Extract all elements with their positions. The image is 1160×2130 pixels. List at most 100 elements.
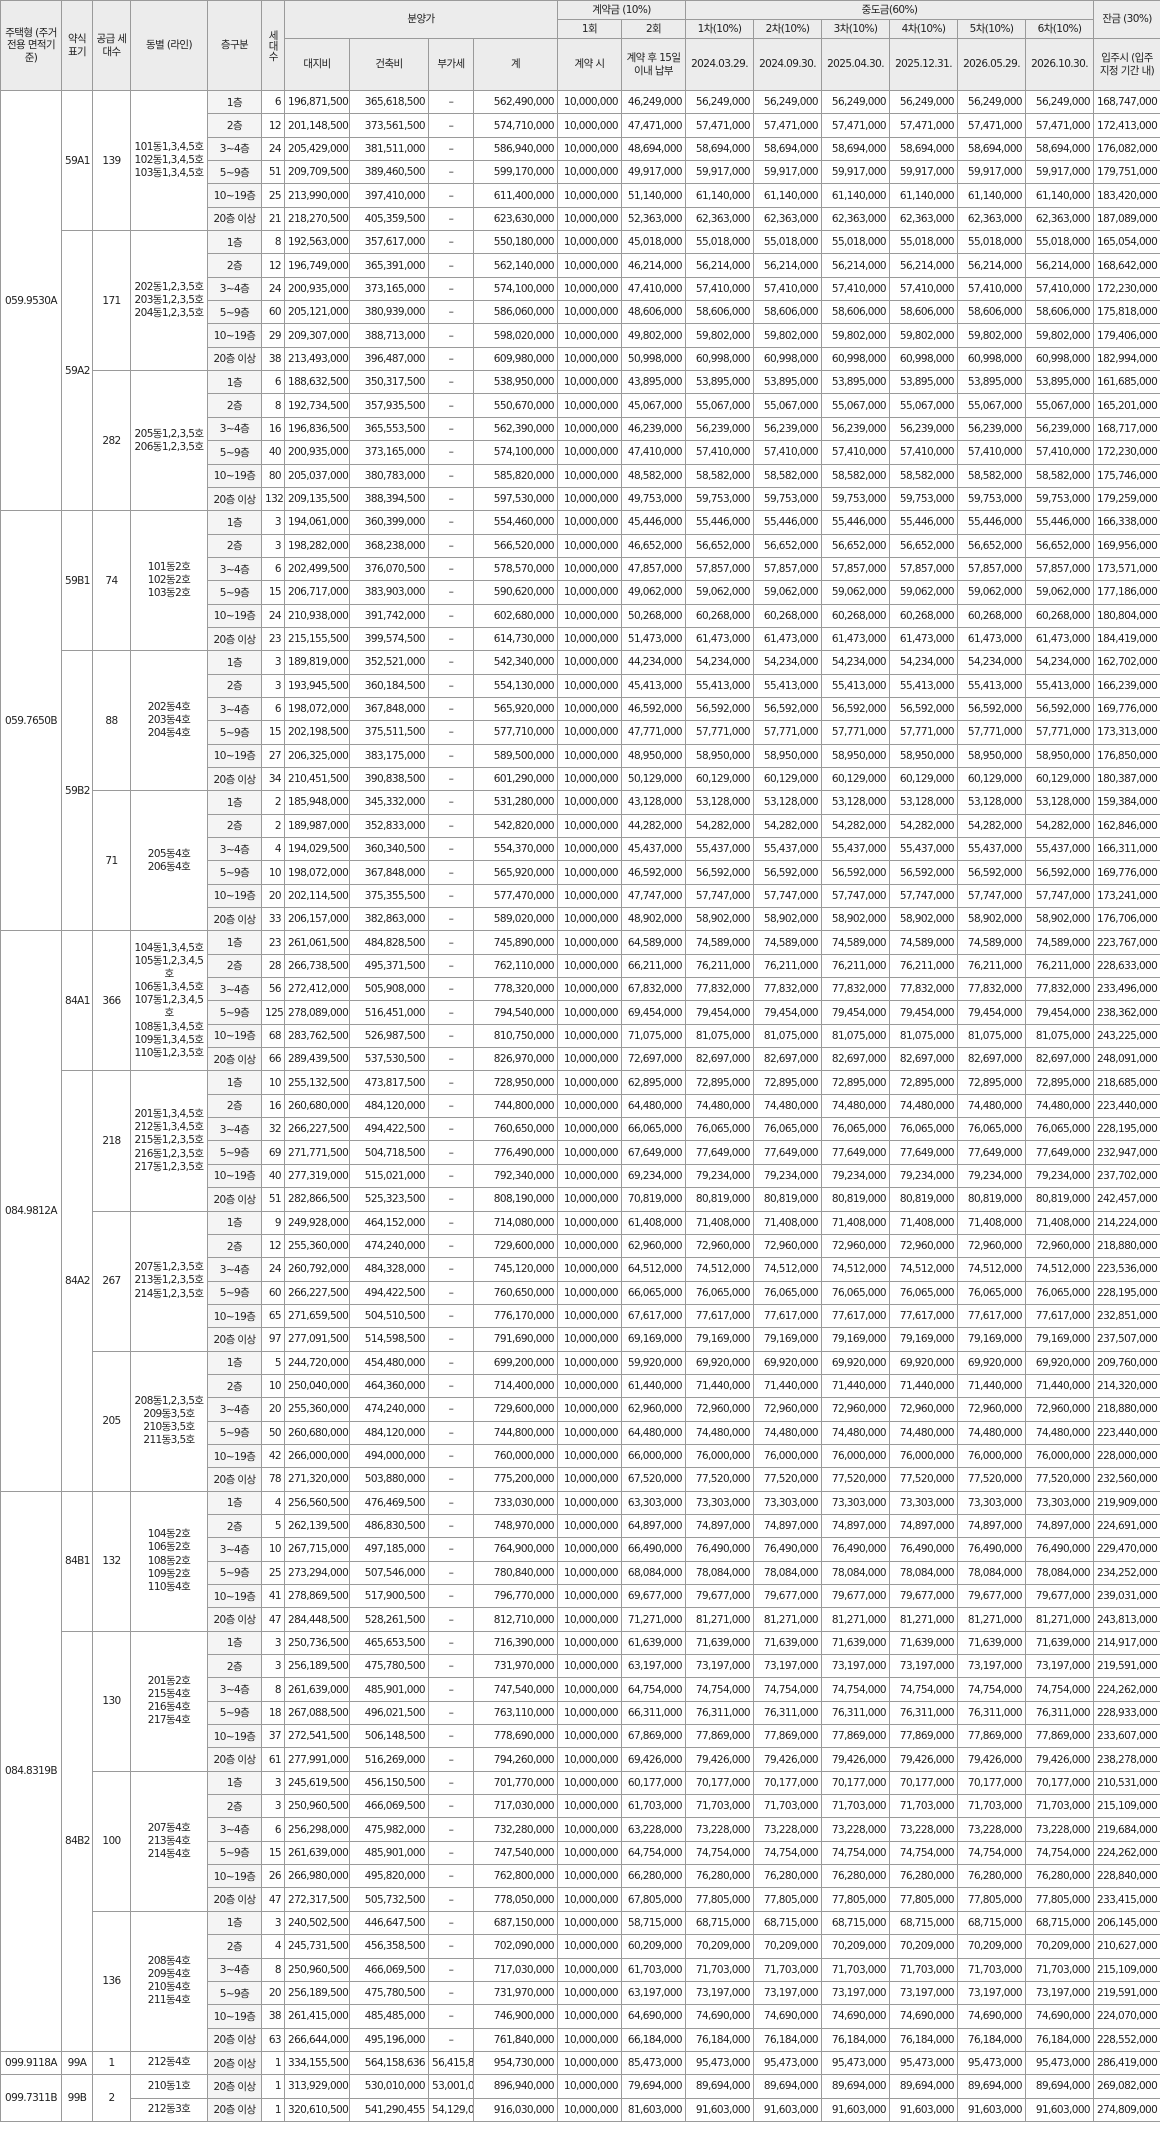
unit-count: 8	[261, 230, 285, 255]
deposit-1: 10,000,000	[557, 136, 622, 162]
supply-units: 74	[92, 510, 131, 652]
deposit-2: 48,606,000	[620, 300, 687, 325]
middle-2: 77,832,000	[753, 977, 823, 1002]
middle-6: 58,582,000	[1025, 463, 1095, 488]
land-price: 209,135,500	[284, 486, 350, 512]
balance: 182,994,000	[1093, 346, 1160, 372]
middle-5: 71,703,000	[957, 1957, 1027, 1982]
middle-4: 72,960,000	[889, 1233, 959, 1259]
land-price: 185,948,000	[284, 790, 350, 815]
land-price: 205,429,000	[284, 136, 350, 162]
dong-lines: 212동4호	[130, 2050, 208, 2076]
middle-6: 95,473,000	[1025, 2050, 1095, 2076]
building-price: 505,732,500	[349, 1887, 429, 1912]
middle-2: 91,603,000	[753, 2097, 823, 2122]
total-price: 554,460,000	[473, 510, 558, 535]
middle-3: 71,703,000	[821, 1957, 891, 1982]
middle-1: 58,694,000	[685, 136, 755, 162]
middle-6: 53,895,000	[1025, 370, 1095, 395]
floor: 20층 이상	[207, 2027, 262, 2052]
middle-2: 72,960,000	[753, 1397, 823, 1422]
floor: 3~4층	[207, 416, 262, 442]
middle-6: 73,197,000	[1025, 1654, 1095, 1679]
land-price: 289,439,500	[284, 1047, 350, 1072]
balance: 166,338,000	[1093, 510, 1160, 535]
building-price: 475,780,500	[349, 1980, 429, 2006]
land-price: 198,072,000	[284, 860, 350, 885]
building-price: 345,332,000	[349, 790, 429, 815]
middle-3: 55,413,000	[821, 673, 891, 698]
middle-1: 79,677,000	[685, 1583, 755, 1609]
unit-count: 9	[261, 1210, 285, 1235]
middle-4: 77,617,000	[889, 1303, 959, 1329]
middle-2: 76,065,000	[753, 1117, 823, 1142]
building-price: 464,360,000	[349, 1373, 429, 1399]
middle-6: 58,606,000	[1025, 300, 1095, 325]
land-price: 209,709,500	[284, 160, 350, 185]
deposit-1: 10,000,000	[557, 1583, 622, 1609]
unit-count: 1	[261, 2050, 285, 2076]
table-row: 2층 12 201,148,500 373,561,500–574,710,000 10…	[1, 113, 1160, 138]
middle-2: 70,209,000	[753, 1934, 823, 1959]
middle-4: 77,649,000	[889, 1140, 959, 1165]
floor: 20층 이상	[207, 2074, 262, 2099]
middle-2: 76,490,000	[753, 1537, 823, 1562]
balance: 269,082,000	[1093, 2074, 1160, 2099]
balance: 162,846,000	[1093, 813, 1160, 839]
middle-5: 77,617,000	[957, 1303, 1027, 1329]
middle-3: 74,480,000	[821, 1420, 891, 1445]
total-price: 796,770,000	[473, 1583, 558, 1609]
floor: 2층	[207, 1934, 262, 1959]
middle-3: 59,802,000	[821, 323, 891, 348]
table-row: 10~19층 24 210,938,000 391,742,000–602,680,0…	[1, 603, 1160, 628]
balance: 218,880,000	[1093, 1397, 1160, 1422]
building-price: 495,371,500	[349, 953, 429, 979]
land-price: 250,736,500	[284, 1630, 350, 1656]
unit-count: 3	[261, 1794, 285, 1819]
deposit-1: 10,000,000	[557, 1654, 622, 1679]
floor: 2층	[207, 393, 262, 418]
header-cell: 층구분	[207, 0, 262, 91]
land-price: 278,089,000	[284, 1000, 350, 1025]
vat: –	[428, 556, 474, 582]
balance: 215,109,000	[1093, 1794, 1160, 1819]
unit-count: 26	[261, 1864, 285, 1889]
balance: 169,956,000	[1093, 533, 1160, 558]
floor: 10~19층	[207, 1443, 262, 1469]
middle-1: 77,617,000	[685, 1303, 755, 1329]
land-price: 266,738,500	[284, 953, 350, 979]
header-cell: 2025.04.30.	[821, 38, 891, 91]
middle-5: 55,067,000	[957, 393, 1027, 418]
middle-2: 56,652,000	[753, 533, 823, 558]
vat: –	[428, 393, 474, 418]
unit-count: 24	[261, 276, 285, 302]
middle-6: 76,211,000	[1025, 953, 1095, 979]
middle-2: 53,895,000	[753, 370, 823, 395]
middle-3: 79,234,000	[821, 1163, 891, 1189]
middle-6: 58,950,000	[1025, 743, 1095, 768]
unit-count: 25	[261, 183, 285, 208]
deposit-1: 10,000,000	[557, 463, 622, 488]
floor: 10~19층	[207, 323, 262, 348]
land-price: 277,091,500	[284, 1327, 350, 1352]
middle-2: 59,062,000	[753, 580, 823, 605]
dong-lines: 101동1,3,4,5호 102동1,3,4,5호 103동1,3,4,5호	[130, 89, 208, 232]
middle-3: 73,303,000	[821, 1490, 891, 1515]
unit-count: 56	[261, 977, 285, 1002]
balance: 228,633,000	[1093, 953, 1160, 979]
deposit-2: 49,753,000	[620, 486, 687, 512]
middle-3: 56,592,000	[821, 860, 891, 885]
middle-2: 72,960,000	[753, 1233, 823, 1259]
deposit-2: 49,802,000	[620, 323, 687, 348]
table-row: 84A2 218 201동1,3,4,5호 212동1,3,4,5호 215동1,2,3…	[1, 1070, 1160, 1492]
unit-count: 18	[261, 1700, 285, 1726]
middle-3: 61,473,000	[821, 626, 891, 652]
land-price: 210,451,500	[284, 766, 350, 792]
unit-count: 38	[261, 346, 285, 372]
building-price: 476,469,500	[349, 1490, 429, 1515]
dong-lines: 202동4호 203동4호 204동4호	[130, 650, 208, 792]
middle-5: 82,697,000	[957, 1047, 1027, 1072]
dong-line: 213동4호	[147, 1834, 191, 1847]
middle-1: 71,703,000	[685, 1794, 755, 1819]
middle-4: 76,211,000	[889, 953, 959, 979]
